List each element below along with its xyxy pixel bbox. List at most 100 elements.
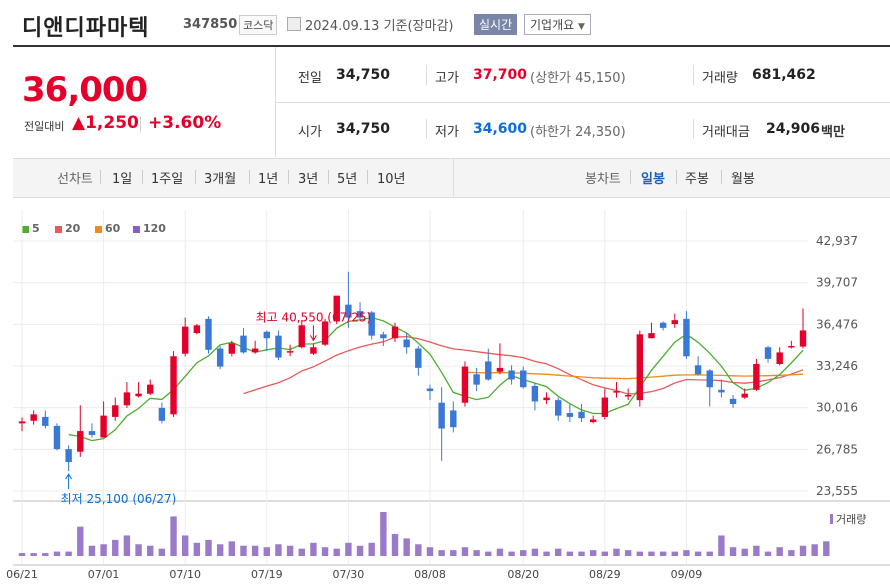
- low-value: 34,600: [473, 121, 528, 137]
- candle-body: [53, 425, 61, 450]
- volume-bar: [147, 545, 154, 556]
- tab-separator: [288, 170, 289, 184]
- candle-body: [240, 335, 247, 353]
- candle-body: [321, 321, 329, 345]
- volume-bar: [310, 542, 317, 556]
- volume-bar: [659, 551, 667, 556]
- candle-body: [345, 304, 352, 318]
- tab-5y[interactable]: 5년: [337, 172, 358, 187]
- volume-bar: [158, 548, 166, 556]
- candle-body: [531, 385, 539, 402]
- change-separator: [140, 116, 141, 132]
- chevron-down-icon: ▼: [578, 22, 585, 32]
- tab-weekly[interactable]: 주봉: [685, 172, 709, 187]
- candle-body: [135, 393, 142, 397]
- candle-body: [181, 326, 189, 354]
- volume-bar: [30, 553, 37, 556]
- volume-bar: [88, 545, 96, 556]
- volume-bar: [228, 541, 236, 556]
- volume-bar: [788, 550, 795, 556]
- volume-bar: [65, 551, 72, 556]
- tab-monthly[interactable]: 월봉: [731, 172, 755, 187]
- volume-bar: [485, 551, 492, 556]
- candle-body: [741, 393, 748, 398]
- volume-bar: [473, 550, 480, 556]
- tab-10y[interactable]: 10년: [377, 172, 406, 187]
- candle-body: [100, 415, 107, 438]
- y-tick-label: 36,476: [816, 317, 858, 331]
- stock-code: 347850: [183, 17, 238, 32]
- low-label: 저가: [435, 125, 459, 140]
- upper-limit: (상한가 45,150): [530, 71, 626, 86]
- volume-legend-label: 거래량: [836, 513, 866, 526]
- volume-legend-swatch: [830, 514, 833, 524]
- volume-bar: [706, 551, 713, 556]
- candle-body: [391, 326, 399, 339]
- low-arrow-head: [65, 473, 73, 480]
- volume-bar: [333, 548, 340, 556]
- amount-value: 24,906: [766, 121, 821, 137]
- volume-bar: [776, 547, 783, 556]
- x-tick-label: 09/09: [671, 568, 703, 581]
- volume-bar: [601, 551, 609, 556]
- corp-overview-dropdown[interactable]: 기업개요 ▼: [524, 14, 591, 35]
- tab-3y[interactable]: 3년: [298, 172, 319, 187]
- legend-swatch: [22, 225, 29, 233]
- volume-bar: [729, 547, 737, 556]
- candle-body: [275, 335, 282, 358]
- legend-label: 60: [105, 222, 121, 235]
- tab-1d[interactable]: 1일: [112, 172, 133, 187]
- candle-body: [263, 331, 270, 339]
- volume-bar: [216, 544, 224, 556]
- candle-body: [170, 356, 177, 415]
- volume-bar: [275, 544, 282, 556]
- company-name: 디앤디파마텍: [22, 16, 150, 41]
- price-change: ▲1,250: [72, 113, 139, 133]
- legend-ma20: 20: [55, 222, 80, 235]
- volume-bar: [543, 551, 550, 556]
- candle-body: [671, 320, 678, 325]
- volume-bar: [578, 551, 585, 556]
- volume-bar: [496, 548, 504, 556]
- candle-body: [286, 351, 294, 353]
- ma5-line: [68, 316, 804, 442]
- volume-bar: [624, 550, 632, 556]
- quote-date: 2024.09.13 기준(장마감): [305, 19, 454, 34]
- header-divider: [13, 45, 890, 47]
- candle-body: [613, 391, 620, 393]
- tab-separator: [630, 170, 631, 184]
- volume-bar: [555, 548, 562, 556]
- tab-1w[interactable]: 1주일: [151, 172, 184, 187]
- y-tick-label: 33,246: [816, 359, 858, 373]
- volume-bar: [240, 545, 247, 556]
- volume-bar: [671, 551, 678, 556]
- candle-body: [776, 352, 783, 365]
- realtime-button[interactable]: 실시간: [474, 14, 518, 35]
- volume-bar: [251, 545, 259, 556]
- tab-separator: [142, 170, 143, 184]
- volume-bar: [403, 538, 410, 556]
- tab-3m[interactable]: 3개월: [204, 172, 237, 187]
- amount-unit: 백만: [821, 125, 845, 140]
- volume-bar: [438, 550, 445, 556]
- candle-body: [310, 347, 317, 354]
- candle-body: [589, 419, 597, 423]
- candle-body: [368, 312, 375, 336]
- volume-bar: [193, 542, 201, 556]
- volume-bar: [380, 512, 387, 556]
- candle-body: [380, 334, 387, 339]
- chart-tab-bar: [13, 158, 890, 198]
- candle-body: [403, 339, 410, 348]
- y-tick-label: 30,016: [816, 401, 858, 415]
- candle-body: [578, 411, 585, 419]
- volume-bar: [42, 553, 49, 556]
- candle-body: [659, 322, 667, 328]
- calendar-icon: [287, 17, 301, 31]
- candle-body: [88, 431, 96, 435]
- candle-body: [77, 431, 84, 452]
- tab-daily[interactable]: 일봉: [641, 172, 665, 187]
- candle-body: [566, 413, 574, 417]
- tab-1y[interactable]: 1년: [258, 172, 279, 187]
- candle-body: [65, 449, 72, 463]
